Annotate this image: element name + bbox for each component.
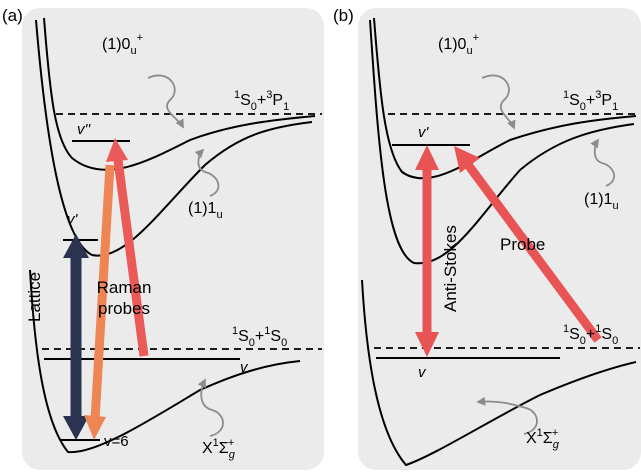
lattice-arrow [63, 234, 89, 440]
panel-a-label-1u: (1)1u [188, 200, 223, 221]
panel-a-label-asymptote-lower: 1S0+1S0 [232, 325, 287, 349]
pointer-ground [197, 378, 224, 437]
pointer-1u [590, 138, 615, 187]
probe-label: Probe [500, 235, 545, 254]
panel-b-label-1u: (1)1u [584, 191, 619, 212]
panel-b-level-v: v [418, 364, 427, 381]
ground-state-curve [29, 269, 301, 454]
panel-b-label-asymptote-lower: 1S0+1S0 [563, 323, 618, 347]
panel-a-level-v-prime: v' [67, 211, 79, 228]
panel-a-ground-state-label: X1Σg+ [202, 437, 236, 461]
ground-state-curve [361, 279, 637, 467]
raman-label-line2: probes [98, 299, 150, 318]
pointer-1u [194, 148, 220, 197]
probe-arrow [454, 146, 602, 343]
panel-b-label-asymptote-upper: 1S0+3P1 [563, 89, 618, 113]
anti-stokes-arrow [415, 145, 439, 357]
lattice-label: Lattice [25, 272, 44, 322]
panel-a-level-v6: v=6 [104, 433, 129, 450]
raman-label-line1: Raman [97, 278, 152, 297]
excited-curve-1u [369, 19, 635, 265]
panel-b-ground-state-label: X1Σg+ [526, 427, 560, 451]
panel-a-level-v: v [240, 359, 249, 376]
panel-b-level-v-prime: v' [418, 124, 430, 141]
raman-probe-arrow-red [106, 138, 149, 357]
raman-probe-arrow-orange [84, 164, 115, 440]
excited-curve-1u [35, 19, 313, 257]
pointer-0u-plus [481, 74, 516, 130]
panel-a: (a) (1)0 [2, 6, 324, 470]
pointer-0u-plus [147, 74, 184, 129]
pointer-ground [476, 396, 538, 435]
anti-stokes-label: Anti-Stokes [441, 225, 460, 312]
panel-a-level-v-double-prime: v'' [77, 121, 91, 138]
panel-b: (b) (1)0u+ 1S0+3P1 [333, 6, 641, 470]
panel-a-label-asymptote-upper: 1S0+3P1 [234, 89, 289, 113]
panel-b-label-0u-plus: (1)0u+ [438, 32, 479, 57]
panel-a-label-0u-plus: (1)0u+ [102, 32, 143, 57]
excited-curve-0u-plus [373, 17, 637, 180]
panel-b-label: (b) [333, 6, 354, 25]
panel-a-label: (a) [2, 6, 23, 25]
